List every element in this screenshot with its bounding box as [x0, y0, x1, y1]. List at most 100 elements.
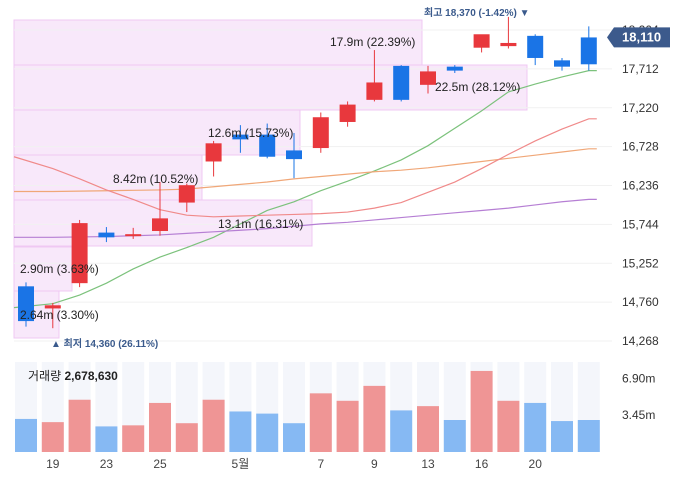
volume-bar: [95, 426, 118, 452]
annotation-label: 12.6m (15.73%): [208, 126, 293, 140]
volume-bar: [202, 399, 225, 452]
candle[interactable]: [446, 65, 463, 73]
candle[interactable]: [232, 125, 249, 153]
volume-bar: [336, 400, 359, 452]
current-price-label: 18,110: [622, 29, 661, 44]
candle-body: [446, 66, 463, 71]
candle[interactable]: [500, 16, 517, 49]
date-axis: 19 23 25 5월 7 9 13 16 20: [46, 457, 542, 471]
annotation-box: [13, 64, 528, 111]
candle[interactable]: [125, 227, 142, 239]
price-tick-label: 16,728: [622, 140, 659, 154]
candle[interactable]: [554, 57, 570, 71]
candle-body: [312, 117, 329, 149]
candle-body: [152, 218, 168, 232]
date-tick-label: 19: [46, 457, 60, 471]
candle-body: [366, 82, 383, 100]
candle-body: [18, 286, 34, 322]
candle-body: [500, 42, 517, 47]
annotation-label: 2.90m (3.63%): [20, 262, 99, 276]
candle[interactable]: [286, 133, 302, 179]
annotation-label: 8.42m (10.52%): [113, 172, 198, 186]
candle[interactable]: [44, 302, 61, 329]
candle-body: [205, 143, 222, 162]
candle[interactable]: [205, 140, 222, 177]
volume-bar: [175, 423, 198, 452]
volume-bar: [390, 410, 413, 452]
price-tick-label: 17,220: [622, 101, 659, 115]
candle-body: [339, 104, 356, 122]
candle[interactable]: [366, 50, 383, 102]
candle-body: [259, 134, 276, 157]
moving-average-line: [13, 118, 597, 218]
moving-average-line: [13, 70, 597, 309]
volume-bar: [149, 402, 171, 452]
volume-bar: [68, 399, 91, 452]
date-tick-label: 9: [371, 457, 378, 471]
high-low-markers: 최고 18,370 (-1.42%) ▼ ▲ 최저 14,360 (26.11%): [51, 6, 530, 350]
moving-average-lines: [13, 70, 597, 309]
volume-bar: [577, 420, 600, 452]
date-tick-label: 5월: [232, 457, 250, 471]
volume-bar: [443, 420, 466, 452]
annotation-box: [13, 19, 423, 66]
volume-bar: [497, 400, 520, 452]
volume-bar: [122, 425, 145, 452]
candle[interactable]: [527, 34, 544, 66]
volume-bar: [470, 370, 493, 452]
date-tick-label: 7: [317, 457, 324, 471]
volume-bar: [551, 421, 573, 452]
annotation-label: 2.64m (3.30%): [20, 308, 99, 322]
volume-tick-label: 3.45m: [622, 408, 655, 422]
candle[interactable]: [473, 34, 490, 53]
candle[interactable]: [259, 123, 276, 159]
candle-body: [554, 60, 570, 67]
price-tick-label: 14,760: [622, 295, 659, 309]
current-price-tag: 18,110: [607, 27, 670, 48]
price-gridlines: [14, 29, 612, 342]
candle[interactable]: [18, 282, 34, 327]
volume-bar: [41, 422, 64, 452]
candle-body: [393, 65, 410, 100]
price-axis: 14,268 14,760 15,252 15,744 16,236 16,728 17,2…: [622, 23, 659, 348]
candle[interactable]: [580, 26, 597, 71]
date-tick-label: 25: [153, 457, 167, 471]
annotation-labels: 17.9m (22.39%) 22.5m (28.12%) 12.6m (15.73…: [20, 35, 520, 322]
volume-panel: 거래량 2,678,630 6.90m 3.45m: [15, 362, 655, 452]
volume-bar: [309, 393, 332, 452]
annotation-boxes: [13, 19, 528, 339]
candle-body: [178, 185, 195, 203]
candle[interactable]: [393, 65, 410, 102]
volume-tick-label: 6.90m: [622, 371, 655, 385]
candle[interactable]: [178, 183, 195, 213]
candle-body: [420, 71, 436, 85]
candle-body: [232, 134, 249, 140]
price-tick-label: 17,712: [622, 62, 659, 76]
annotation-box: [13, 109, 301, 156]
candle[interactable]: [98, 227, 115, 243]
candle[interactable]: [339, 101, 356, 127]
low-price-marker: ▲ 최저 14,360 (26.11%): [51, 337, 158, 350]
date-tick-label: 23: [100, 457, 114, 471]
volume-value: 2,678,630: [64, 369, 118, 383]
candle-body: [580, 37, 597, 65]
candle-body: [286, 150, 302, 160]
candle-body: [98, 232, 115, 238]
moving-average-line: [14, 198, 597, 238]
candle[interactable]: [152, 182, 168, 236]
candle[interactable]: [71, 219, 88, 288]
price-tick-label: 15,252: [622, 256, 659, 270]
moving-average-line: [14, 148, 597, 193]
price-tick-label: 15,744: [622, 217, 659, 231]
price-tick-label: 14,268: [622, 334, 659, 348]
annotation-box: [13, 154, 203, 201]
candle[interactable]: [312, 112, 329, 153]
volume-label: 거래량 2,678,630: [28, 369, 118, 383]
candlestick-series[interactable]: [18, 16, 597, 329]
candle[interactable]: [420, 65, 436, 94]
candle-body: [44, 305, 61, 309]
annotation-label: 22.5m (28.12%): [435, 80, 520, 94]
volume-bar: [229, 411, 252, 452]
volume-bar: [256, 413, 279, 452]
